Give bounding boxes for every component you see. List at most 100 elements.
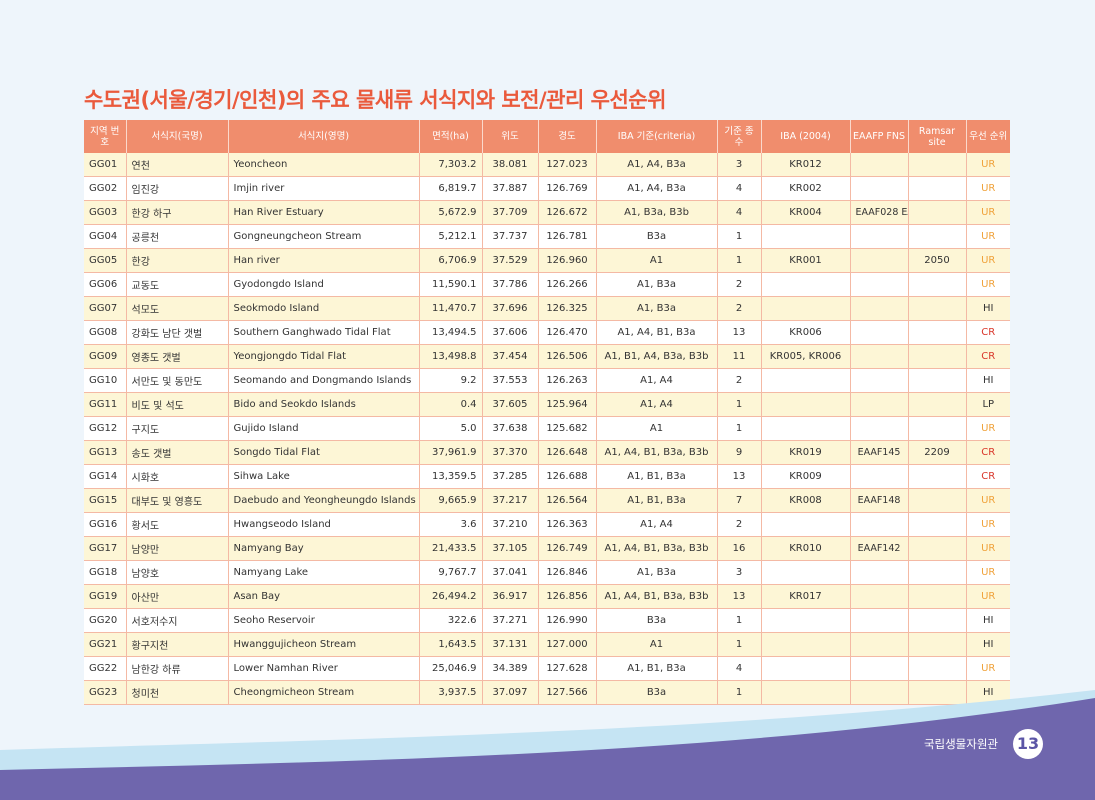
- cell-species: 4: [717, 656, 762, 681]
- cell-priority: CR: [966, 440, 1010, 465]
- table-row: GG18 남양호 Namyang Lake 9,767.7 37.041 126.846 A…: [84, 560, 1010, 585]
- cell-ramsar: [908, 512, 967, 537]
- cell-species: 1: [717, 248, 762, 273]
- cell-iba2004: [761, 368, 851, 393]
- cell-iba2004: KR001: [761, 248, 851, 273]
- cell-eaafp: [850, 584, 909, 609]
- table-row: GG01 연천 Yeoncheon 7,303.2 38.081 127.023 A1, A…: [84, 153, 1010, 177]
- cell-kr: 남양만: [126, 536, 229, 561]
- cell-priority: HI: [966, 632, 1010, 657]
- cell-id: GG14: [84, 464, 127, 489]
- cell-lon: 126.688: [538, 464, 597, 489]
- cell-area: 26,494.2: [419, 584, 483, 609]
- cell-id: GG03: [84, 200, 127, 225]
- cell-lon: 126.506: [538, 344, 597, 369]
- table-row: GG17 남양만 Namyang Bay 21,433.5 37.105 126.749 A…: [84, 536, 1010, 561]
- cell-eaafp: [850, 416, 909, 441]
- cell-species: 2: [717, 296, 762, 321]
- cell-priority: UR: [966, 416, 1010, 441]
- cell-id: GG17: [84, 536, 127, 561]
- table-row: GG08 강화도 남단 갯벌 Southern Ganghwado Tidal Fl…: [84, 320, 1010, 345]
- cell-eaafp: [850, 632, 909, 657]
- cell-kr: 남양호: [126, 560, 229, 585]
- cell-priority: HI: [966, 608, 1010, 633]
- cell-area: 322.6: [419, 608, 483, 633]
- cell-eaafp: [850, 296, 909, 321]
- cell-ramsar: [908, 416, 967, 441]
- cell-lat: 37.605: [482, 392, 539, 417]
- cell-priority: UR: [966, 248, 1010, 273]
- cell-lat: 37.529: [482, 248, 539, 273]
- cell-iba2004: [761, 680, 851, 705]
- cell-ramsar: [908, 632, 967, 657]
- col-header-id: 지역 번호: [84, 120, 127, 153]
- cell-ramsar: [908, 680, 967, 705]
- cell-ramsar: [908, 368, 967, 393]
- cell-eaafp: [850, 560, 909, 585]
- cell-iba: A1, B3a: [596, 560, 718, 585]
- cell-en: Seokmodo Island: [228, 296, 420, 321]
- cell-lat: 37.271: [482, 608, 539, 633]
- table-row: GG15 대부도 및 영흥도 Daebudo and Yeongheungdo Is…: [84, 488, 1010, 513]
- cell-iba: B3a: [596, 680, 718, 705]
- cell-priority: UR: [966, 512, 1010, 537]
- cell-eaafp: EAAF148: [850, 488, 909, 513]
- cell-ramsar: 2209: [908, 440, 967, 465]
- cell-species: 16: [717, 536, 762, 561]
- col-header-eaafp: EAAFP FNS: [850, 120, 909, 153]
- cell-en: Sihwa Lake: [228, 464, 420, 489]
- cell-ramsar: [908, 272, 967, 297]
- table-row: GG12 구지도 Gujido Island 5.0 37.638 125.682 A1 1 U…: [84, 416, 1010, 441]
- table-row: GG16 황서도 Hwangseodo Island 3.6 37.210 126.363…: [84, 512, 1010, 537]
- cell-en: Gujido Island: [228, 416, 420, 441]
- cell-en: Asan Bay: [228, 584, 420, 609]
- cell-eaafp: [850, 464, 909, 489]
- cell-species: 11: [717, 344, 762, 369]
- cell-iba2004: KR010: [761, 536, 851, 561]
- table-row: GG20 서호저수지 Seoho Reservoir 322.6 37.271 126.9…: [84, 608, 1010, 633]
- col-header-area: 면적(ha): [419, 120, 483, 153]
- cell-kr: 구지도: [126, 416, 229, 441]
- cell-iba: A1: [596, 248, 718, 273]
- cell-id: GG08: [84, 320, 127, 345]
- cell-iba2004: KR005, KR006: [761, 344, 851, 369]
- cell-kr: 남한강 하류: [126, 656, 229, 681]
- cell-eaafp: [850, 248, 909, 273]
- cell-species: 13: [717, 584, 762, 609]
- table-row: GG03 한강 하구 Han River Estuary 5,672.9 37.709 1…: [84, 200, 1010, 225]
- cell-area: 6,819.7: [419, 176, 483, 201]
- cell-priority: UR: [966, 488, 1010, 513]
- cell-en: Yeoncheon: [228, 153, 420, 177]
- cell-lat: 36.917: [482, 584, 539, 609]
- table-row: GG07 석모도 Seokmodo Island 11,470.7 37.696 126.…: [84, 296, 1010, 321]
- cell-id: GG04: [84, 224, 127, 249]
- cell-kr: 한강: [126, 248, 229, 273]
- habitat-table: 지역 번호 서식지(국명) 서식지(영명) 면적(ha) 위도 경도 IBA 기…: [84, 120, 1010, 705]
- cell-en: Seoho Reservoir: [228, 608, 420, 633]
- cell-area: 6,706.9: [419, 248, 483, 273]
- cell-ramsar: [908, 488, 967, 513]
- cell-iba: B3a: [596, 608, 718, 633]
- cell-iba: A1, B3a, B3b: [596, 200, 718, 225]
- cell-iba2004: [761, 632, 851, 657]
- cell-species: 1: [717, 392, 762, 417]
- cell-priority: CR: [966, 464, 1010, 489]
- cell-lat: 37.210: [482, 512, 539, 537]
- cell-kr: 대부도 및 영흥도: [126, 488, 229, 513]
- cell-eaafp: [850, 512, 909, 537]
- table-row: GG02 임진강 Imjin river 6,819.7 37.887 126.769 A1…: [84, 176, 1010, 201]
- cell-en: Hwanggujicheon Stream: [228, 632, 420, 657]
- cell-species: 7: [717, 488, 762, 513]
- footer-org: 국립생물자원관: [923, 737, 998, 751]
- cell-area: 5.0: [419, 416, 483, 441]
- cell-iba: A1, A4, B1, B3a, B3b: [596, 584, 718, 609]
- cell-area: 11,470.7: [419, 296, 483, 321]
- cell-iba2004: [761, 608, 851, 633]
- cell-id: GG01: [84, 153, 127, 177]
- cell-en: Songdo Tidal Flat: [228, 440, 420, 465]
- cell-iba: A1, A4, B3a: [596, 176, 718, 201]
- cell-ramsar: [908, 536, 967, 561]
- cell-species: 1: [717, 416, 762, 441]
- cell-kr: 송도 갯벌: [126, 440, 229, 465]
- cell-area: 0.4: [419, 392, 483, 417]
